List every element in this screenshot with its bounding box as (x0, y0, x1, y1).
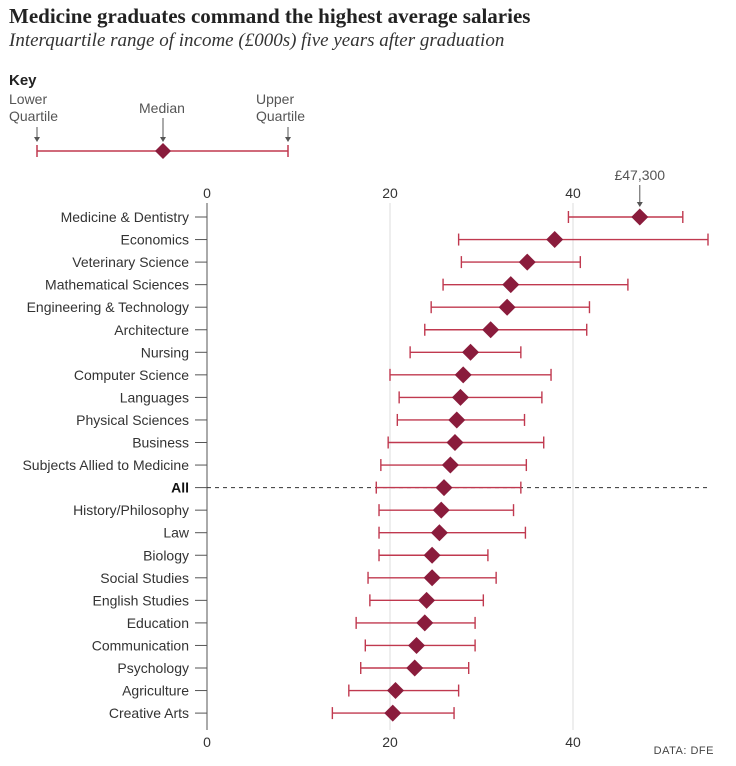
median-diamond (518, 253, 536, 271)
row-history-philosophy: History/Philosophy (73, 501, 515, 519)
category-label: Veterinary Science (72, 254, 189, 270)
annotation-arrow-head (636, 202, 643, 207)
category-label: Mathematical Sciences (45, 277, 189, 293)
row-all: All (171, 479, 710, 497)
category-label: Education (127, 615, 189, 631)
row-english-studies: English Studies (92, 591, 485, 609)
data-rows: Medicine & Dentistry £47,300 Economics Vete… (22, 167, 710, 722)
row-economics: Economics (121, 231, 709, 249)
chart-subtitle: Interquartile range of income (£000s) fi… (9, 30, 505, 51)
data-source: DATA: DFE (653, 745, 714, 757)
row-medicine-dentistry: Medicine & Dentistry £47,300 (61, 167, 684, 226)
key-median-diamond (155, 143, 171, 159)
row-mathematical-sciences: Mathematical Sciences (45, 276, 629, 294)
key-lower-line1: Lower (9, 91, 48, 107)
category-label: Communication (92, 637, 189, 653)
median-diamond (546, 231, 564, 249)
row-nursing: Nursing (141, 343, 522, 361)
median-diamond (423, 569, 441, 587)
row-subjects-allied-to-medicine: Subjects Allied to Medicine (22, 456, 528, 474)
key-median-label: Median (139, 100, 185, 116)
median-diamond (435, 479, 453, 497)
key-lower-arrow-head (34, 137, 40, 142)
category-label: Languages (120, 389, 189, 405)
row-education: Education (127, 614, 476, 632)
row-business: Business (132, 434, 545, 451)
key-upper-line1: Upper (256, 91, 295, 107)
median-diamond (462, 343, 480, 361)
row-creative-arts: Creative Arts (109, 704, 455, 722)
median-diamond (448, 411, 466, 429)
x-axis-ticks: 0 0 20 20 40 40 (203, 185, 581, 750)
median-diamond (408, 636, 426, 654)
key-lower-quartile-label: Lower Quartile (9, 91, 58, 125)
x-tick-top-40: 40 (565, 185, 581, 201)
category-label: Psychology (117, 660, 189, 676)
row-biology: Biology (143, 546, 489, 564)
key-lower-line2: Quartile (9, 108, 59, 124)
row-languages: Languages (120, 388, 543, 406)
x-tick-bottom-20: 20 (382, 734, 398, 750)
key-title: Key (9, 72, 37, 89)
category-label: All (171, 480, 189, 496)
key-upper-line2: Quartile (256, 108, 306, 124)
median-diamond (502, 276, 520, 294)
category-label: Engineering & Technology (27, 299, 189, 315)
category-label: Architecture (114, 322, 189, 338)
row-communication: Communication (92, 636, 476, 654)
median-diamond (384, 704, 402, 722)
x-tick-bottom-40: 40 (565, 734, 581, 750)
category-label: History/Philosophy (73, 502, 189, 518)
row-social-studies: Social Studies (100, 569, 497, 587)
category-label: Physical Sciences (76, 412, 189, 428)
key-upper-arrow-head (285, 137, 291, 142)
chart-title: Medicine graduates command the highest a… (9, 4, 531, 28)
key-upper-quartile-label: Upper Quartile (256, 91, 305, 125)
category-label: Agriculture (122, 683, 189, 699)
x-tick-top-20: 20 (382, 185, 398, 201)
category-label: Subjects Allied to Medicine (22, 457, 189, 473)
row-physical-sciences: Physical Sciences (76, 411, 526, 429)
median-diamond (482, 321, 500, 339)
grid-lines (206, 203, 574, 730)
category-label: English Studies (92, 592, 189, 608)
row-psychology: Psychology (117, 659, 470, 677)
median-diamond (386, 682, 404, 700)
median-diamond (423, 546, 441, 564)
median-diamond (451, 388, 469, 406)
row-architecture: Architecture (114, 321, 588, 339)
category-label: Social Studies (100, 570, 189, 586)
category-label: Computer Science (74, 367, 189, 383)
row-computer-science: Computer Science (74, 366, 552, 384)
category-label: Business (132, 435, 189, 451)
key-median-arrow-head (160, 137, 166, 142)
median-diamond (441, 456, 459, 474)
category-label: Creative Arts (109, 705, 189, 721)
category-label: Biology (143, 547, 189, 563)
row-veterinary-science: Veterinary Science (72, 253, 582, 271)
row-law: Law (163, 524, 527, 542)
median-diamond (446, 434, 464, 451)
median-diamond (416, 614, 434, 632)
median-diamond (631, 208, 649, 226)
category-label: Law (163, 525, 190, 541)
median-diamond (432, 501, 450, 519)
key-graphic (34, 118, 291, 159)
median-diamond (430, 524, 448, 542)
x-tick-bottom-0: 0 (203, 734, 211, 750)
median-annotation: £47,300 (614, 167, 665, 183)
median-diamond (498, 298, 516, 316)
category-label: Medicine & Dentistry (61, 209, 189, 225)
x-tick-top-0: 0 (203, 185, 211, 201)
category-label: Nursing (141, 344, 189, 360)
median-diamond (454, 366, 472, 384)
median-diamond (406, 659, 424, 677)
category-label: Economics (121, 232, 189, 248)
row-engineering-technology: Engineering & Technology (27, 298, 591, 316)
median-diamond (418, 591, 436, 609)
row-agriculture: Agriculture (122, 682, 460, 700)
